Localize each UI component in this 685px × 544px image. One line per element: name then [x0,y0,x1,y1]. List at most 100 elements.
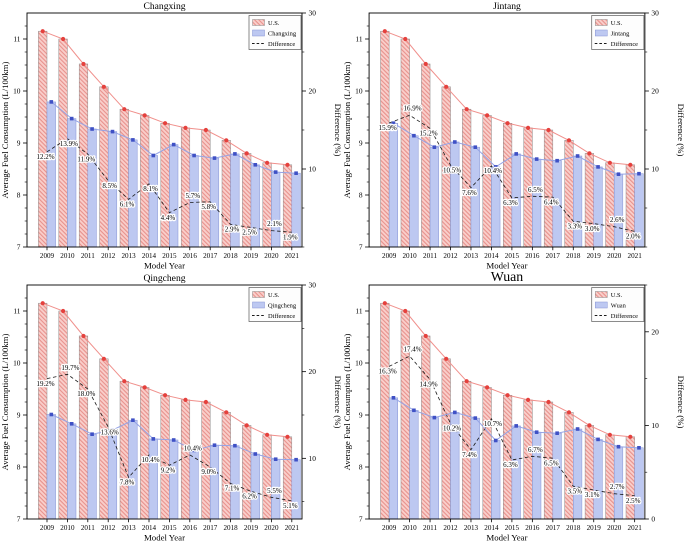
us-bar [119,108,129,248]
city-marker [432,415,437,420]
svg-text:2015: 2015 [162,524,177,532]
city-marker [575,154,580,158]
svg-text:14.9%: 14.9% [419,381,437,389]
us-bar [523,399,533,520]
city-marker [151,153,156,158]
us-marker [444,84,449,89]
us-marker [224,138,229,143]
us-marker [203,127,208,133]
city-bar [169,439,179,520]
svg-text:7: 7 [17,243,21,252]
svg-text:6.3%: 6.3% [503,199,518,207]
svg-text:2010: 2010 [402,252,417,260]
us-marker [101,356,106,361]
city-marker [534,430,539,434]
svg-text:9: 9 [17,411,21,420]
difference-line [46,373,292,502]
legend-us-swatch [594,291,608,298]
us-marker [285,162,290,167]
svg-text:9.2%: 9.2% [161,467,176,475]
difference-labels: 19.2%19.7%18.0%13.6%7.8%10.4%9.2%10.4%9.… [35,362,299,511]
city-marker [432,145,437,149]
svg-text:7: 7 [359,243,363,252]
svg-text:2018: 2018 [224,252,239,260]
svg-text:U.S.: U.S. [268,292,280,299]
city-bar [593,166,603,248]
us-marker [285,434,290,439]
svg-text:16.3%: 16.3% [379,368,397,376]
us-marker [183,397,188,402]
svg-text:Jintang: Jintang [611,30,630,37]
svg-text:4.4%: 4.4% [161,214,176,222]
city-bar [552,432,562,520]
axes-ticks: 7 8 9 10 11 10 20 30 2009 2010 2011 2012 2013 2014 201… [13,281,316,533]
svg-text:Model Year: Model Year [486,533,527,543]
svg-text:Difference (%): Difference (%) [676,104,685,157]
city-marker [273,457,278,461]
city-marker [131,138,135,142]
us-marker [505,393,510,398]
svg-text:30: 30 [309,9,317,18]
us-bar [221,412,231,520]
us-line [382,29,633,167]
city-marker [412,133,416,138]
city-marker [151,437,156,441]
city-bar [429,417,439,520]
us-marker [403,36,408,42]
city-marker [596,437,600,442]
us-marker [525,125,531,130]
svg-text:2013: 2013 [464,524,479,532]
us-marker [163,393,168,398]
svg-text:2010: 2010 [402,524,417,532]
us-bar [201,129,211,248]
us-marker [423,333,428,339]
city-bar [107,429,118,520]
us-marker [142,113,147,118]
city-marker [131,418,135,422]
svg-text:8: 8 [17,191,21,200]
city-marker [294,457,298,462]
city-marker [493,165,498,169]
svg-text:Jintang: Jintang [493,1,521,12]
us-bar [400,310,410,520]
svg-text:6.4%: 6.4% [544,198,559,206]
us-bar [503,122,513,248]
us-marker [546,127,551,133]
svg-text:U.S.: U.S. [611,292,623,299]
us-marker [382,301,387,306]
city-bars [388,122,644,248]
city-bar [593,439,603,520]
svg-text:2009: 2009 [382,524,397,532]
us-marker [566,138,572,143]
svg-text:8: 8 [359,191,363,200]
difference-labels: 15.9% 16.9% 15.2% 10.5% 7.6% 10.4% 6.3% 6.5%6.4… [377,103,642,241]
svg-text:19.2%: 19.2% [36,380,54,388]
us-marker [81,333,86,339]
us-marker [244,423,249,428]
city-bars [46,414,301,520]
us-marker [203,399,208,405]
us-marker [485,385,490,390]
svg-text:2017: 2017 [546,252,561,260]
city-marker [273,170,278,174]
svg-text:2019: 2019 [587,252,602,260]
svg-text:2.7%: 2.7% [610,483,625,491]
us-marker [61,308,66,314]
city-bar [87,433,97,520]
city-bar [271,171,281,248]
svg-text:10.4%: 10.4% [484,167,502,175]
svg-text:2017: 2017 [203,524,218,532]
svg-text:2020: 2020 [264,252,279,260]
us-bar [99,358,109,520]
difference-labels: 16.3% 17.4% 14.9% 10.2% 7.4% 10.7% 6.3% 6.7%6.5… [377,344,642,506]
svg-text:10: 10 [309,454,317,463]
city-marker [637,446,641,450]
svg-text:2018: 2018 [224,524,239,532]
us-bar [421,63,431,248]
city-bar [491,440,501,520]
svg-text:10: 10 [309,165,317,174]
svg-text:Model Year: Model Year [144,261,185,271]
svg-text:2021: 2021 [285,252,300,260]
svg-text:6.2%: 6.2% [242,493,257,501]
us-marker [464,379,469,384]
